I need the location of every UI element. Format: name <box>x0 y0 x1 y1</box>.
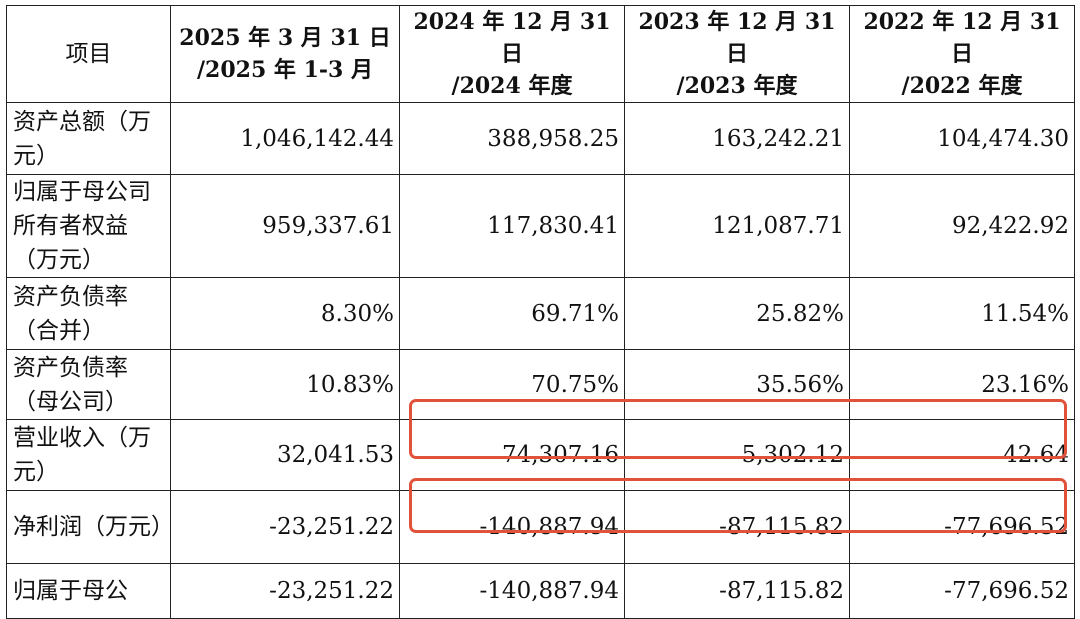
table-cell: -140,887.94 <box>399 490 625 564</box>
financial-table-container: 项目 2025 年 3 月 31 日/2025 年 1-3 月 2024 年 1… <box>6 5 1075 619</box>
table-cell: 25.82% <box>624 277 850 350</box>
table-cell: 69.71% <box>399 277 625 350</box>
table-cell: 163,242.21 <box>624 102 850 175</box>
table-cell: 42.64 <box>849 419 1075 491</box>
table-cell: 121,087.71 <box>624 174 850 278</box>
table-cell: -23,251.22 <box>170 563 400 619</box>
table-cell: 5,302.12 <box>624 419 850 491</box>
row-label: 归属于母公司所有者权益（万元） <box>6 174 171 278</box>
table-cell: -77,696.52 <box>849 563 1075 619</box>
header-item: 项目 <box>6 5 171 103</box>
table-cell: 92,422.92 <box>849 174 1075 278</box>
header-col-2023-line2: /2023 年度 <box>676 73 798 99</box>
header-col-2025q1-line2: /2025 年 1-3 月 <box>197 57 373 83</box>
table-cell: 35.56% <box>624 349 850 420</box>
table-row: 归属于母公司所有者权益（万元） 959,337.61 117,830.41 12… <box>6 174 1075 278</box>
row-label: 资产负债率（母公司） <box>6 349 171 420</box>
row-label: 资产总额（万元） <box>6 102 171 175</box>
table-cell: 388,958.25 <box>399 102 625 175</box>
header-col-2024: 2024 年 12 月 31 日/2024 年度 <box>399 5 625 103</box>
table-cell: 10.83% <box>170 349 400 420</box>
row-label: 资产负债率（合并） <box>6 277 171 350</box>
table-row: 营业收入（万元） 32,041.53 74,307.16 5,302.12 42… <box>6 419 1075 491</box>
table-cell: 117,830.41 <box>399 174 625 278</box>
table-cell: -77,696.52 <box>849 490 1075 564</box>
header-row: 项目 2025 年 3 月 31 日/2025 年 1-3 月 2024 年 1… <box>6 5 1075 103</box>
table-row: 资产负债率（母公司） 10.83% 70.75% 35.56% 23.16% <box>6 349 1075 420</box>
header-col-2024-line1: 2024 年 12 月 31 日 <box>413 9 611 67</box>
table-cell: 104,474.30 <box>849 102 1075 175</box>
header-col-2023-line1: 2023 年 12 月 31 日 <box>638 9 836 67</box>
table-cell: -87,115.82 <box>624 563 850 619</box>
header-col-2025q1-line1: 2025 年 3 月 31 日 <box>179 25 391 51</box>
table-cell: -87,115.82 <box>624 490 850 564</box>
table-row: 净利润（万元） -23,251.22 -140,887.94 -87,115.8… <box>6 490 1075 564</box>
row-label: 营业收入（万元） <box>6 419 171 491</box>
header-col-2024-line2: /2024 年度 <box>451 73 573 99</box>
table-row: 资产总额（万元） 1,046,142.44 388,958.25 163,242… <box>6 102 1075 175</box>
table-cell: 23.16% <box>849 349 1075 420</box>
row-label: 净利润（万元） <box>6 490 171 564</box>
table-cell: 8.30% <box>170 277 400 350</box>
table-cell: 74,307.16 <box>399 419 625 491</box>
header-col-2022: 2022 年 12 月 31 日/2022 年度 <box>849 5 1075 103</box>
table-cell: -23,251.22 <box>170 490 400 564</box>
header-col-2023: 2023 年 12 月 31 日/2023 年度 <box>624 5 850 103</box>
table-row: 资产负债率（合并） 8.30% 69.71% 25.82% 11.54% <box>6 277 1075 350</box>
financial-data-table: 项目 2025 年 3 月 31 日/2025 年 1-3 月 2024 年 1… <box>6 5 1075 619</box>
header-col-2025q1: 2025 年 3 月 31 日/2025 年 1-3 月 <box>170 5 400 103</box>
header-col-2022-line2: /2022 年度 <box>901 73 1023 99</box>
header-col-2022-line1: 2022 年 12 月 31 日 <box>863 9 1061 67</box>
table-cell: 70.75% <box>399 349 625 420</box>
table-cell: 32,041.53 <box>170 419 400 491</box>
table-cell: 1,046,142.44 <box>170 102 400 175</box>
row-label: 归属于母公 <box>6 563 171 619</box>
table-cell: -140,887.94 <box>399 563 625 619</box>
table-cell: 11.54% <box>849 277 1075 350</box>
table-cell: 959,337.61 <box>170 174 400 278</box>
table-row: 归属于母公 -23,251.22 -140,887.94 -87,115.82 … <box>6 563 1075 619</box>
